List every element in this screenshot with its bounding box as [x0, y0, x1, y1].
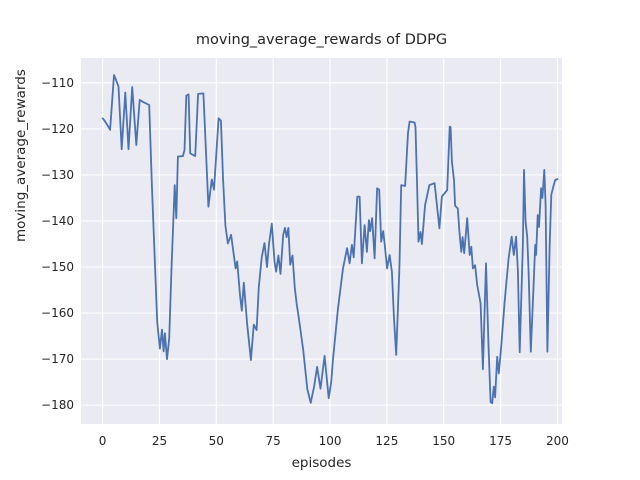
y-tick-label: −180 [41, 398, 74, 413]
chart-title: moving_average_rewards of DDPG [195, 32, 448, 48]
x-tick-label: 150 [432, 434, 456, 448]
x-tick-label: 200 [545, 434, 569, 448]
y-tick-label: −140 [41, 213, 74, 228]
x-tick-label: 0 [98, 434, 107, 448]
line-chart [81, 58, 562, 424]
x-tick-label: 50 [208, 434, 224, 448]
x-tick-label: 100 [318, 434, 342, 448]
x-tick-label: 175 [489, 434, 513, 448]
y-tick-label: −170 [41, 352, 74, 367]
x-tick-label: 25 [151, 434, 168, 448]
x-tick-label: 125 [375, 434, 399, 448]
y-tick-label: −130 [41, 167, 74, 182]
x-axis-label: episodes [291, 455, 352, 471]
y-tick-label: −110 [41, 75, 74, 90]
y-tick-label: −160 [41, 306, 74, 321]
reward-line [101, 74, 559, 405]
y-tick-label: −150 [41, 260, 74, 274]
plot-area [81, 58, 562, 424]
x-tick-label: 75 [265, 434, 281, 448]
y-tick-label: −120 [41, 121, 74, 136]
